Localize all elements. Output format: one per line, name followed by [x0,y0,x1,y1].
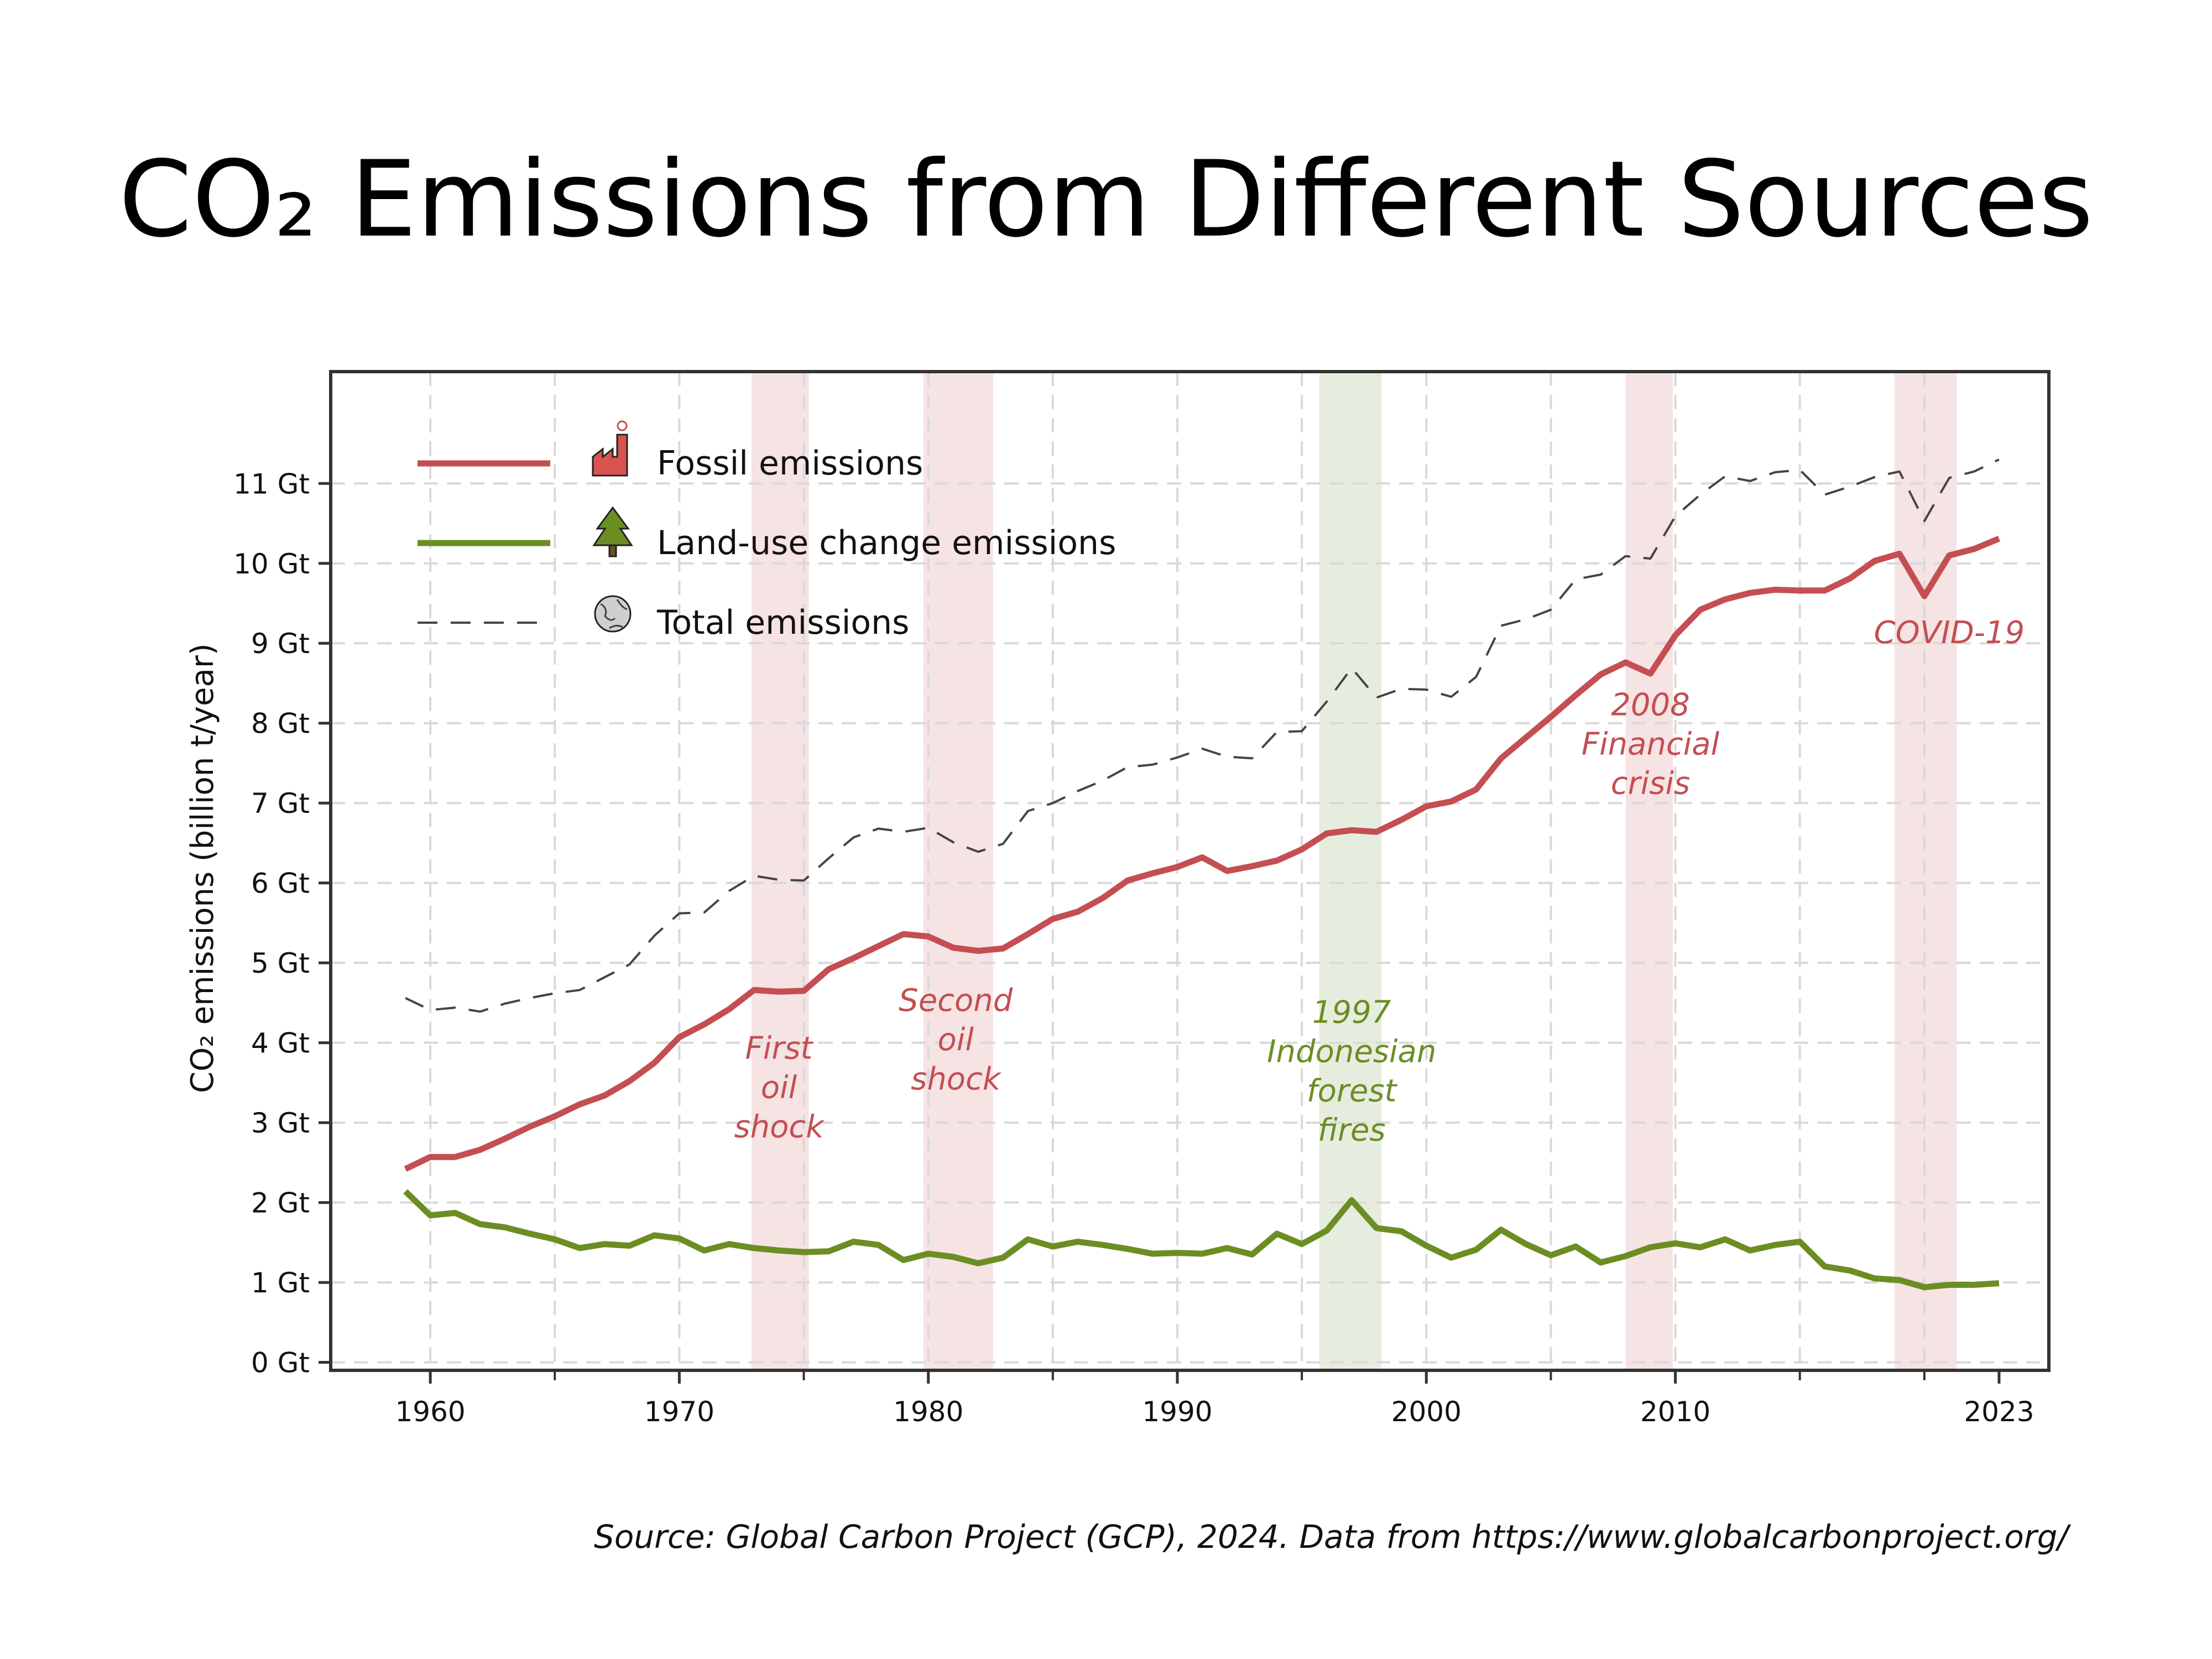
annotation-line: crisis [1611,765,1690,801]
y-tick-label: 3 Gt [251,1107,310,1139]
annotation-line: 2008 [1611,687,1690,723]
annotation-line: Financial [1582,726,1720,762]
y-tick-label: 7 Gt [251,787,310,820]
y-tick-label: 10 Gt [233,548,310,580]
annotation-line: shock [734,1109,825,1145]
series-line-1 [403,1189,2000,1291]
annotation-2: 1997 Indonesian forest fires [1267,995,1436,1149]
legend-label-0: Fossil emissions [657,444,923,483]
legend-label-1: Land-use change emissions [657,524,1116,562]
annotation-1: Second oil shock [899,983,1013,1097]
tree-shape [592,506,633,546]
smoke-puff [617,420,628,431]
annotation-line: shock [911,1061,1002,1097]
series-line-0 [404,535,2001,1172]
y-tick-label: 11 Gt [233,468,310,500]
x-tick-label: 2010 [1640,1396,1710,1428]
y-tick-label: 4 Gt [251,1027,310,1060]
globe-icon [594,595,632,633]
y-tick-label: 1 Gt [251,1267,310,1299]
y-tick-label: 2 Gt [251,1187,310,1219]
axes: 1960 1970 1980 1990 2000 2010 2023 0 Gt 1 Gt 2 Gt… [233,370,2051,1428]
y-axis-label: CO₂ emissions (billion t/year) [185,643,221,1093]
y-tick-label: 6 Gt [251,868,310,900]
y-tick-label: 5 Gt [251,947,310,979]
annotation-line: fires [1318,1113,1386,1149]
source-note: Source: Global Carbon Project (GCP), 202… [594,1518,2068,1556]
y-tick-label: 8 Gt [251,708,310,740]
shaded-period-4 [1894,372,1957,1370]
series-line-2 [405,458,2000,1013]
x-tick-label: 2023 [1964,1396,2034,1428]
legend: Fossil emissions Land-use change emission… [418,420,1116,642]
tree-trunk [608,544,617,557]
annotation-line: oil [938,1022,974,1058]
annotation-line: oil [761,1070,797,1106]
series-lines [403,458,2001,1291]
globe-continents [600,599,628,629]
annotation-3: 2008 Financial crisis [1582,687,1720,801]
annotation-line: First [745,1031,814,1067]
annotation-4: COVID-19 [1874,615,2025,651]
y-tick-label: 0 Gt [251,1347,310,1379]
annotation-line: Indonesian [1267,1034,1436,1070]
plot-frame [329,370,2051,1372]
grid-lines [331,372,2049,1370]
annotation-line: 1997 [1312,995,1391,1031]
factory-shape [592,434,628,477]
shaded-periods [751,372,1957,1370]
annotation-0: First oil shock [734,1031,825,1145]
annotation-line: COVID-19 [1874,615,2025,651]
x-tick-label: 1980 [893,1396,963,1428]
shaded-period-1 [923,372,993,1370]
factory-icon [592,420,628,477]
page-title: CO₂ Emissions from Different Sources [118,138,2094,260]
y-tick-label: 9 Gt [251,628,310,660]
tree-icon [592,506,633,557]
x-tick-label: 2000 [1391,1396,1462,1428]
shaded-period-3 [1625,372,1673,1370]
annotation-line: forest [1307,1073,1398,1109]
x-tick-label: 1990 [1142,1396,1212,1428]
legend-label-2: Total emissions [656,603,909,642]
x-tick-label: 1960 [395,1396,465,1428]
annotation-line: Second [899,983,1013,1019]
x-tick-label: 1970 [644,1396,714,1428]
shaded-period-0 [751,372,809,1370]
